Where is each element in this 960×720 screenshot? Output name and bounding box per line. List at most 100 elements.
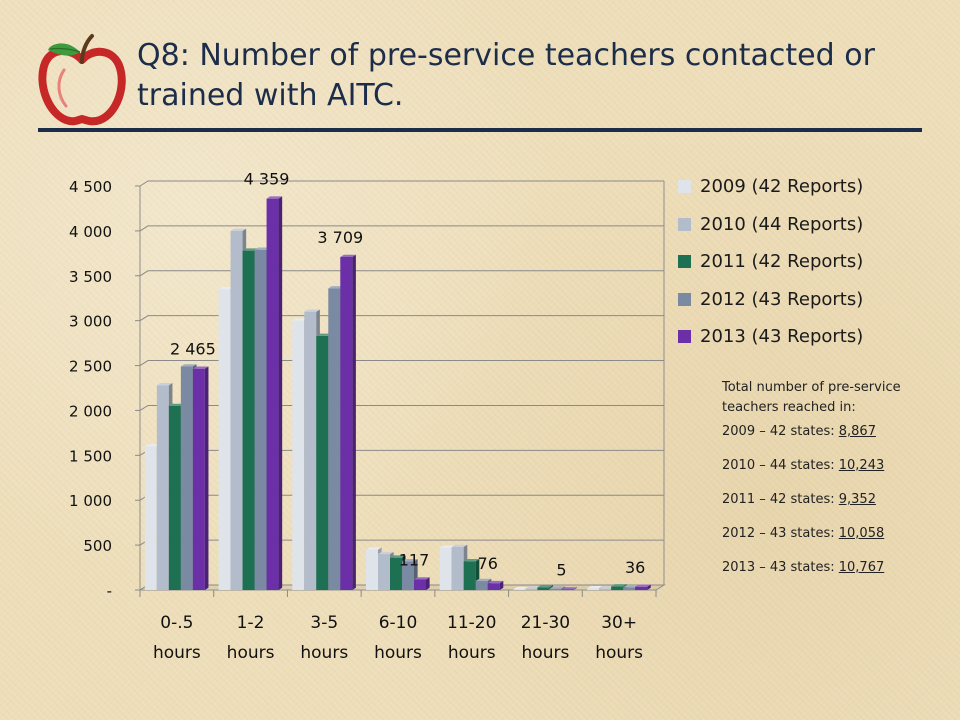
bar-top xyxy=(525,586,542,589)
data-label: 5 xyxy=(556,561,566,580)
y-tick-label: 1 000 xyxy=(69,492,112,510)
bar-top xyxy=(402,559,418,562)
x-tick-label: 11-20 hours xyxy=(447,613,496,663)
total-prefix: 2009 – 42 states: xyxy=(722,424,839,439)
y-tick-label: 4 500 xyxy=(69,178,112,196)
title-divider xyxy=(38,128,922,132)
bar-front xyxy=(366,549,378,590)
bar-top xyxy=(218,286,235,290)
bar-front xyxy=(513,589,526,590)
bar-4-4 xyxy=(487,580,504,590)
page-title: Q8: Number of pre-service teachers conta… xyxy=(137,38,875,113)
bar-top xyxy=(156,383,173,386)
bar-top xyxy=(242,248,259,251)
gridline xyxy=(139,404,664,411)
bar-top xyxy=(537,585,554,588)
gridline xyxy=(139,225,664,232)
bar-front xyxy=(378,554,390,590)
bar-front xyxy=(599,588,612,590)
bar-4-2 xyxy=(340,254,356,590)
x-tick-label: 30+ hours xyxy=(595,613,643,663)
bar-top xyxy=(513,586,530,590)
legend-item: 2013 (43 Reports) xyxy=(678,318,948,356)
bar-top xyxy=(463,559,480,562)
data-label: 36 xyxy=(625,558,645,577)
data-label: 76 xyxy=(478,554,498,573)
bar-4-6 xyxy=(635,584,651,590)
bar-top xyxy=(144,444,161,447)
bar-front xyxy=(340,257,353,590)
legend-label: 2011 (42 Reports) xyxy=(700,251,864,273)
total-value: 10,058 xyxy=(838,526,885,541)
bar-top xyxy=(623,585,639,588)
legend-label: 2009 (42 Reports) xyxy=(700,176,864,198)
gridline xyxy=(139,180,664,187)
total-value: 10,243 xyxy=(838,458,885,473)
bar-front xyxy=(611,586,624,590)
y-tick-label: 3 500 xyxy=(69,268,112,286)
data-label: 2 465 xyxy=(170,340,216,359)
y-tick-label: 3 000 xyxy=(69,313,112,331)
bar-top xyxy=(611,584,627,587)
total-value: 10,767 xyxy=(838,560,885,575)
apple-logo-icon xyxy=(38,34,126,126)
y-tick-label: 2 000 xyxy=(69,402,112,420)
bar-front xyxy=(144,446,157,590)
chart-legend: 2009 (42 Reports) 2010 (44 Reports) 2011 (… xyxy=(678,168,948,356)
legend-swatch xyxy=(678,217,691,231)
bar-top xyxy=(549,586,566,589)
totals-panel: Total number of pre-service teachers rea… xyxy=(722,378,952,593)
bar-top xyxy=(390,555,406,558)
bar-front xyxy=(475,581,488,590)
bar-front xyxy=(266,198,279,590)
bar-front xyxy=(451,546,464,590)
legend-item: 2011 (42 Reports) xyxy=(678,243,948,281)
bar-top xyxy=(192,366,209,369)
bar-top xyxy=(451,544,468,547)
bar-top xyxy=(266,196,283,199)
bar-4-1 xyxy=(266,196,283,590)
total-line: 2009 – 42 states: 8,867 xyxy=(722,423,952,440)
bar-front xyxy=(304,311,317,590)
legend-item: 2009 (42 Reports) xyxy=(678,168,948,206)
bar-front xyxy=(230,230,243,590)
data-label: 3 709 xyxy=(317,228,363,247)
bar-front xyxy=(192,368,205,590)
x-tick-label: 21-30 hours xyxy=(521,613,570,663)
bar-side xyxy=(278,196,283,590)
bar-front xyxy=(537,587,550,590)
total-value: 8,867 xyxy=(838,424,876,439)
data-label: 117 xyxy=(399,550,430,569)
bar-front xyxy=(242,250,255,590)
bar-4-3 xyxy=(414,577,430,590)
bar-top xyxy=(292,318,308,321)
gridline xyxy=(139,315,664,322)
bar-side xyxy=(426,577,430,590)
x-tick-label: 1-2 hours xyxy=(227,613,275,663)
legend-item: 2010 (44 Reports) xyxy=(678,206,948,244)
bar-top xyxy=(254,247,271,250)
bar-top xyxy=(316,333,332,336)
legend-swatch xyxy=(678,180,691,194)
total-prefix: 2010 – 44 states: xyxy=(722,458,839,473)
bar-side xyxy=(499,580,504,590)
bar-front xyxy=(168,405,181,590)
bar-front xyxy=(623,587,636,590)
x-tick-label: 3-5 hours xyxy=(300,613,348,663)
legend-swatch xyxy=(678,330,691,344)
bar-front xyxy=(390,557,402,590)
y-tick-label: 1 500 xyxy=(69,447,112,465)
legend-item: 2012 (43 Reports) xyxy=(678,281,948,319)
bar-4-5 xyxy=(561,587,578,591)
gridline xyxy=(139,360,664,366)
bar-front xyxy=(549,588,562,590)
gridline xyxy=(139,270,664,277)
bar-top xyxy=(180,364,197,367)
bar-top xyxy=(587,585,603,589)
bar-front xyxy=(561,589,574,591)
bar-front xyxy=(635,586,648,590)
bar-top xyxy=(340,254,356,258)
total-line: 2011 – 42 states: 9,352 xyxy=(722,491,952,508)
bar-top xyxy=(366,547,382,550)
